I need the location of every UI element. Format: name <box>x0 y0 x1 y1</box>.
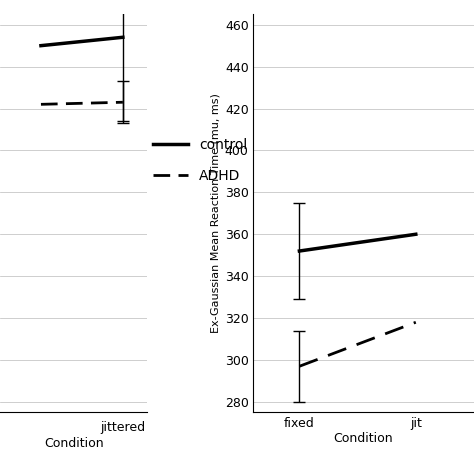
Legend: control, ADHD: control, ADHD <box>147 133 253 189</box>
X-axis label: Condition: Condition <box>44 437 103 450</box>
X-axis label: Condition: Condition <box>334 432 393 446</box>
Y-axis label: Ex-Gaussian Mean Reaction Time (mu, ms): Ex-Gaussian Mean Reaction Time (mu, ms) <box>210 93 220 333</box>
